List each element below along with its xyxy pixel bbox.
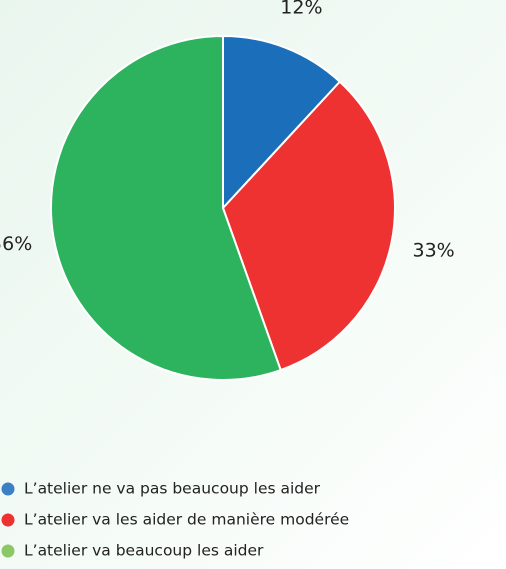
legend-dot (1, 544, 15, 558)
legend-dot (1, 513, 15, 527)
legend-dot (1, 482, 15, 496)
pie-slice (222, 34, 342, 211)
slice-label: 56% (0, 233, 32, 255)
legend-label: L’atelier va beaucoup les aider (24, 542, 264, 560)
legend-label: L’atelier va les aider de manière modéré… (24, 511, 349, 529)
pie-slice (221, 80, 396, 372)
legend-label: L’atelier ne va pas beaucoup les aider (24, 480, 321, 498)
slice-label: 12% (280, 0, 322, 18)
pie-slice (50, 34, 282, 381)
slice-label: 33% (413, 240, 455, 262)
